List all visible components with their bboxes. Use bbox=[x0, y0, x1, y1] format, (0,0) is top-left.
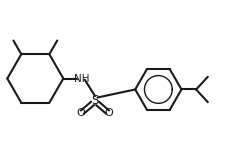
Text: O: O bbox=[104, 108, 113, 118]
Text: O: O bbox=[77, 108, 85, 118]
Text: S: S bbox=[91, 94, 99, 107]
Text: NH: NH bbox=[74, 73, 89, 84]
